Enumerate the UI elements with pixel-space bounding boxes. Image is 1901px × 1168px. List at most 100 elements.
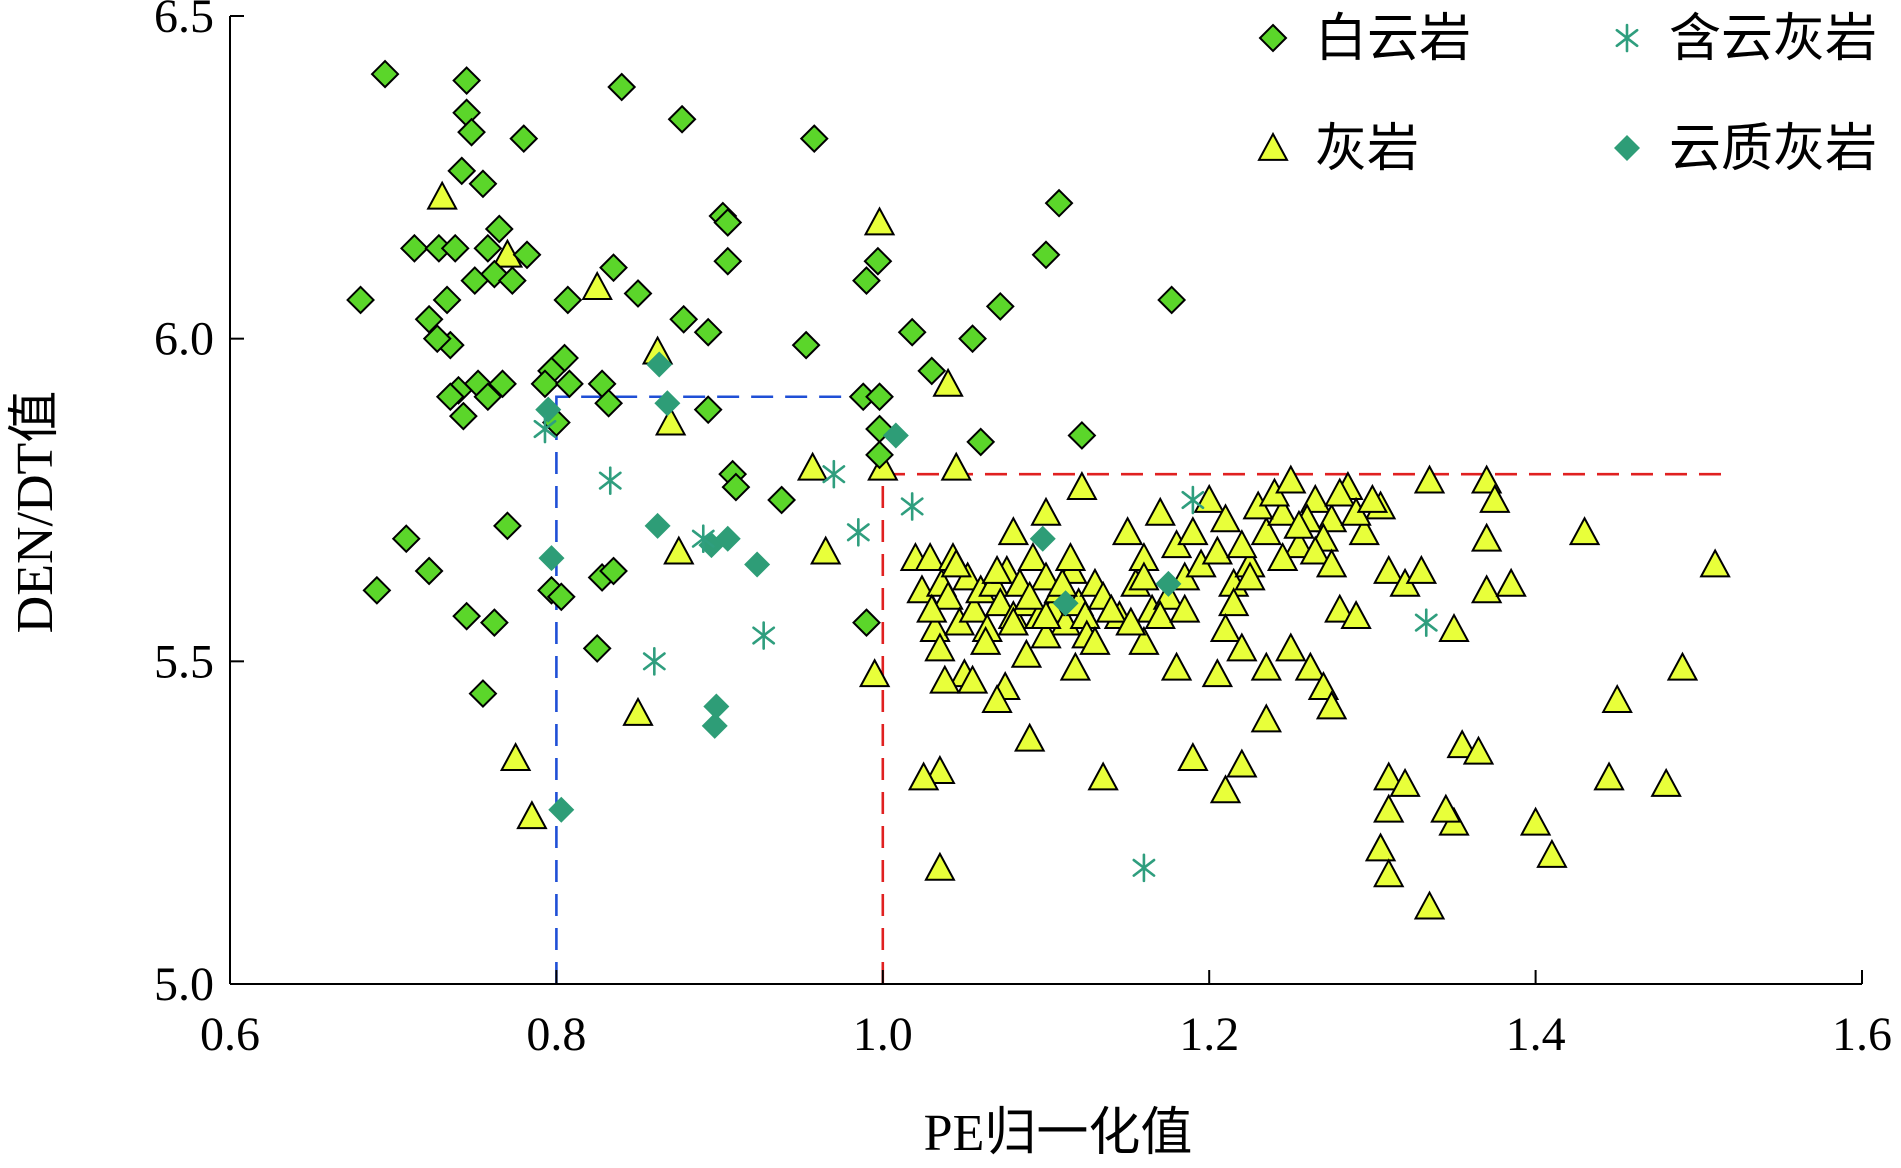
point-dolomitic-bearing-limestone (691, 524, 715, 554)
point-dolomitic-limestone (1029, 525, 1056, 552)
point-dolomite (852, 266, 881, 296)
point-limestone (796, 451, 829, 481)
point-limestone (499, 742, 532, 772)
point-limestone (1446, 729, 1478, 759)
legend-item-dolomitic-limestone: 云质灰岩 (1614, 121, 1877, 178)
point-dolomite (512, 240, 542, 270)
point-limestone (1275, 464, 1307, 494)
point-dolomite (865, 382, 894, 412)
point-limestone (1030, 600, 1062, 630)
point-dolomitic-limestone (714, 525, 741, 552)
legend-label-dolomitic-limestone: 云质灰岩 (1669, 121, 1877, 178)
point-limestone (1294, 651, 1327, 681)
point-dolomitic-limestone (701, 712, 728, 739)
point-limestone (622, 696, 654, 726)
point-limestone (1079, 625, 1111, 655)
point-limestone (1250, 703, 1282, 733)
point-dolomite (623, 279, 653, 308)
point-dolomite (1067, 421, 1097, 450)
y-tick-label: 5.5 (154, 635, 214, 688)
asterisk-stroke (691, 529, 715, 548)
point-dolomitic-bearing-limestone (1414, 608, 1438, 637)
data-points (346, 59, 1731, 920)
point-dolomite (509, 124, 539, 154)
point-limestone (1218, 587, 1250, 617)
point-limestone (1144, 600, 1176, 630)
point-dolomitic-bearing-limestone (1181, 485, 1205, 515)
point-limestone (1519, 806, 1552, 836)
axes: 0.6 0.8 1.0 1.2 1.4 1.6 5.0 5.5 6.0 6.5 (154, 0, 1892, 1061)
point-dolomite (917, 356, 947, 386)
point-limestone (932, 580, 964, 610)
point-dolomitic-limestone (882, 422, 909, 449)
asterisk-stroke (1132, 858, 1156, 877)
point-limestone (1405, 554, 1438, 584)
legend-label-dolomitic-bearing-limestone: 含云灰岩 (1669, 11, 1877, 68)
point-dolomitic-limestone (646, 351, 673, 378)
point-dolomite (452, 601, 482, 631)
point-dolomite (667, 104, 697, 134)
asterisk-stroke (1414, 613, 1438, 632)
series-dolomitic-limestone (535, 351, 1182, 823)
point-limestone (1193, 483, 1225, 513)
point-limestone (1030, 561, 1062, 591)
point-limestone (654, 406, 687, 436)
asterisk-stroke (900, 497, 924, 516)
point-dolomitic-bearing-limestone (598, 466, 622, 495)
point-limestone (1601, 683, 1633, 713)
point-limestone (1095, 593, 1127, 623)
x-tick-label: 1.4 (1506, 1008, 1566, 1061)
point-limestone (924, 632, 956, 662)
point-limestone (1144, 496, 1176, 526)
point-limestone (1593, 761, 1625, 791)
point-dolomite (452, 66, 482, 95)
x-tick-label: 0.8 (526, 1008, 586, 1061)
point-limestone (1177, 516, 1209, 546)
point-dolomite (693, 317, 723, 347)
point-limestone (1250, 516, 1282, 546)
point-limestone (1430, 793, 1462, 823)
point-limestone (1315, 690, 1348, 720)
point-dolomite (721, 472, 751, 502)
point-limestone (858, 658, 891, 688)
point-limestone (1160, 651, 1193, 681)
point-dolomite (594, 388, 624, 418)
point-dolomitic-limestone (535, 396, 562, 423)
point-limestone (1373, 858, 1405, 888)
point-dolomite (414, 304, 444, 334)
point-limestone (997, 516, 1030, 546)
reference-line-2 (881, 472, 1732, 984)
point-limestone (1087, 761, 1119, 791)
point-limestone (1413, 890, 1446, 920)
point-limestone (932, 367, 964, 397)
series-dolomitic-bearing-limestone (533, 414, 1438, 883)
point-dolomite (546, 582, 576, 612)
asterisk-stroke (598, 471, 622, 490)
y-axis-label: DEN/DT值 (7, 391, 64, 634)
point-limestone (581, 270, 613, 300)
point-dolomitic-limestone (1052, 590, 1079, 617)
reference-lines (555, 395, 1732, 984)
point-limestone (426, 180, 458, 210)
point-limestone (1226, 529, 1258, 559)
legend-marker-limestone (1257, 131, 1289, 161)
point-limestone (1413, 464, 1446, 494)
point-limestone (1250, 651, 1282, 681)
point-dolomite (391, 524, 421, 554)
point-dolomite (473, 382, 503, 412)
point-limestone (1017, 541, 1049, 571)
point-limestone (1315, 548, 1348, 578)
point-limestone (1356, 483, 1389, 513)
point-limestone (1568, 516, 1601, 546)
y-tick-label: 6.0 (154, 313, 214, 366)
point-limestone (1128, 561, 1160, 591)
point-limestone (1373, 761, 1405, 791)
point-limestone (956, 664, 989, 694)
x-tick-label: 0.6 (200, 1008, 260, 1061)
point-limestone (1275, 632, 1307, 662)
point-dolomite (1044, 188, 1074, 218)
point-dolomitic-bearing-limestone (846, 517, 870, 547)
point-limestone (1373, 793, 1405, 823)
point-limestone (924, 851, 956, 881)
